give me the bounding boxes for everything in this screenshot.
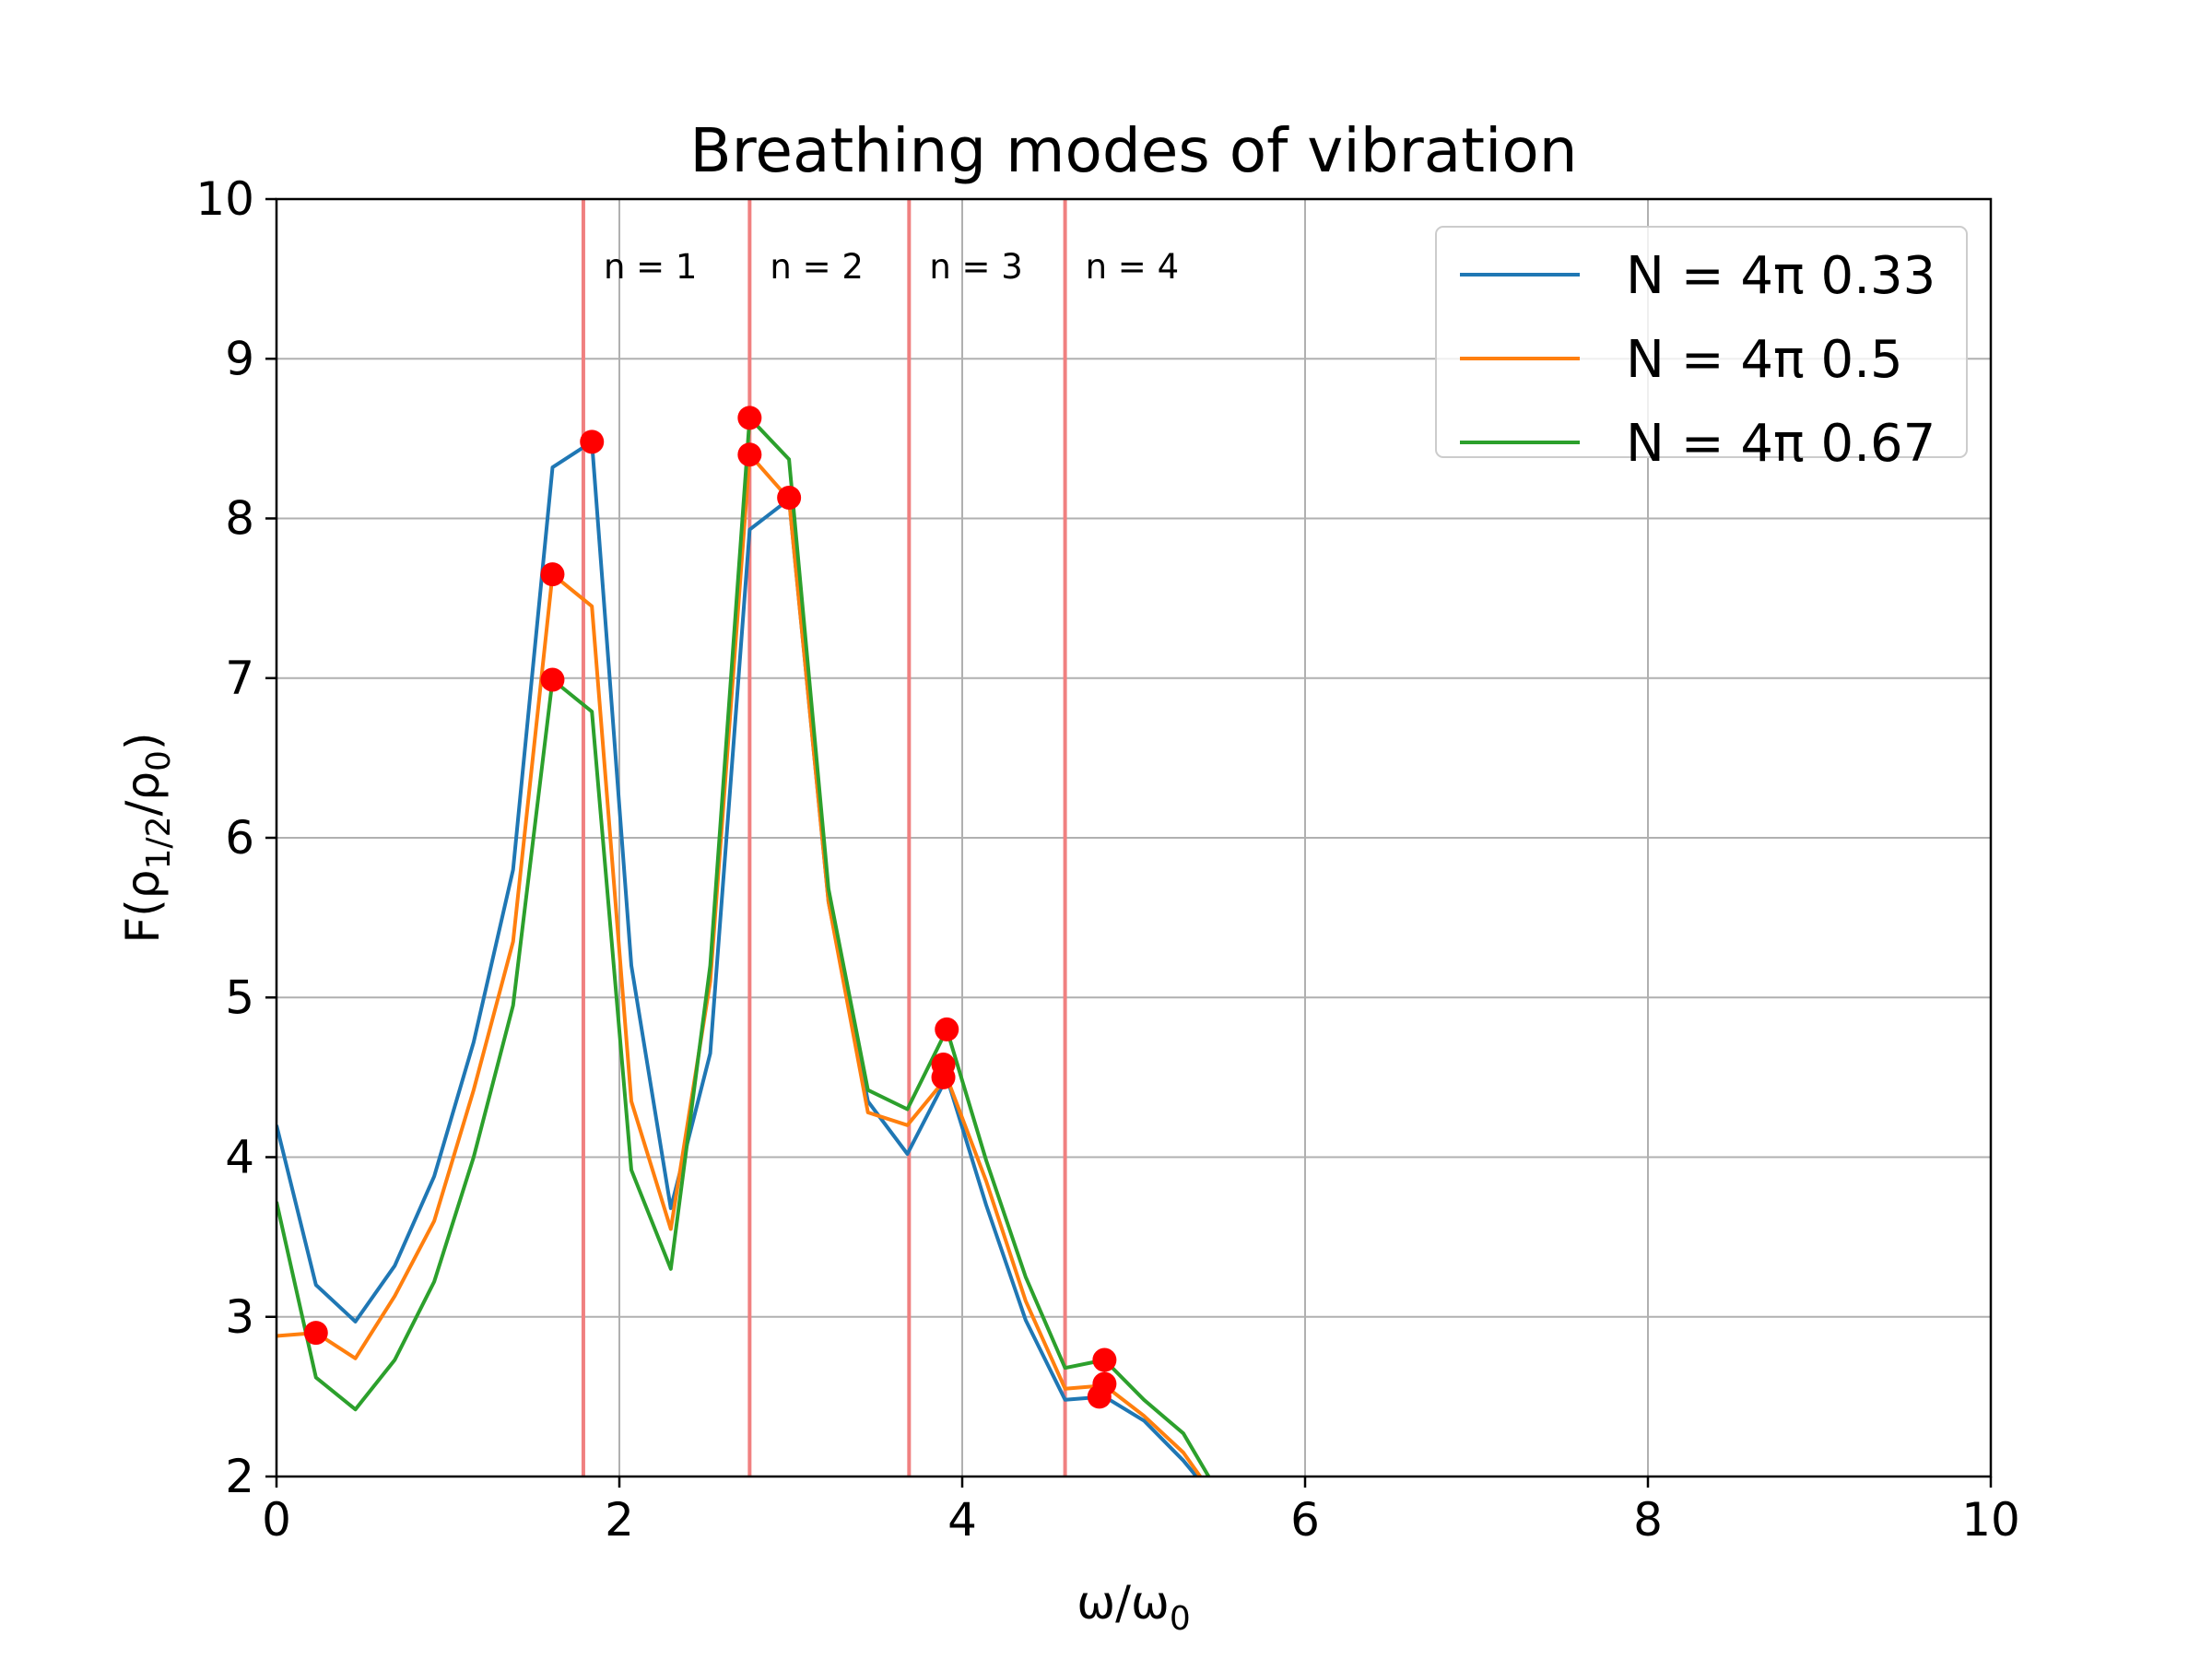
legend-label-1: N = 4π 0.33 [1626,246,1936,306]
x-tick-label-3: 6 [1290,1493,1320,1547]
y-tick-label-6: 8 [225,492,254,546]
y-tick-label-2: 4 [225,1131,254,1184]
y-axis-label: F(ρ1/2/ρ0) [116,733,178,944]
x-tick-label-0: 0 [262,1493,291,1547]
peak-marker-5 [737,406,762,430]
peak-marker-1 [303,1321,328,1346]
legend-label-2: N = 4π 0.5 [1626,330,1903,390]
x-tick-label-5: 10 [1961,1493,2020,1547]
peak-marker-7 [777,485,802,510]
x-tick-label-2: 4 [947,1493,977,1547]
y-tick-label-3: 5 [225,971,254,1024]
x-tick-label-4: 8 [1633,1493,1663,1547]
y-tick-label-5: 7 [225,652,254,705]
legend: N = 4π 0.33 N = 4π 0.5 N = 4π 0.67 [1435,226,1968,474]
x-axis-ticks: 0 2 4 6 8 10 [262,1477,2020,1547]
peak-marker-11 [1092,1347,1117,1372]
y-tick-label-7: 9 [225,332,254,385]
chart-title: Breathing modes of vibration [689,115,1577,186]
mode-label-2: n = 2 [770,247,864,287]
mode-label-4: n = 4 [1086,247,1180,287]
peak-marker-4 [580,429,605,454]
peak-marker-6 [737,442,762,467]
legend-label-3: N = 4π 0.67 [1626,414,1936,474]
y-tick-label-8: 10 [195,172,254,226]
peak-marker-8 [935,1017,959,1041]
peak-marker-2 [540,562,565,587]
x-tick-label-1: 2 [605,1493,634,1547]
peak-marker-10 [931,1065,956,1089]
y-tick-label-1: 3 [225,1290,254,1344]
mode-label-3: n = 3 [929,247,1023,287]
peak-marker-3 [540,667,565,692]
series-line-1 [276,440,1199,1477]
y-tick-label-0: 2 [225,1450,254,1503]
legend-box [1435,226,1968,458]
peak-markers [303,406,1117,1409]
peak-marker-13 [1087,1384,1112,1409]
y-axis-ticks: 2 3 4 5 6 7 8 9 10 [195,172,276,1503]
mode-label-1: n = 1 [604,247,698,287]
x-axis-label: ω/ω0 [1077,1576,1191,1638]
y-tick-label-4: 6 [225,811,254,865]
mode-labels: n = 1 n = 2 n = 3 n = 4 [604,247,1179,287]
